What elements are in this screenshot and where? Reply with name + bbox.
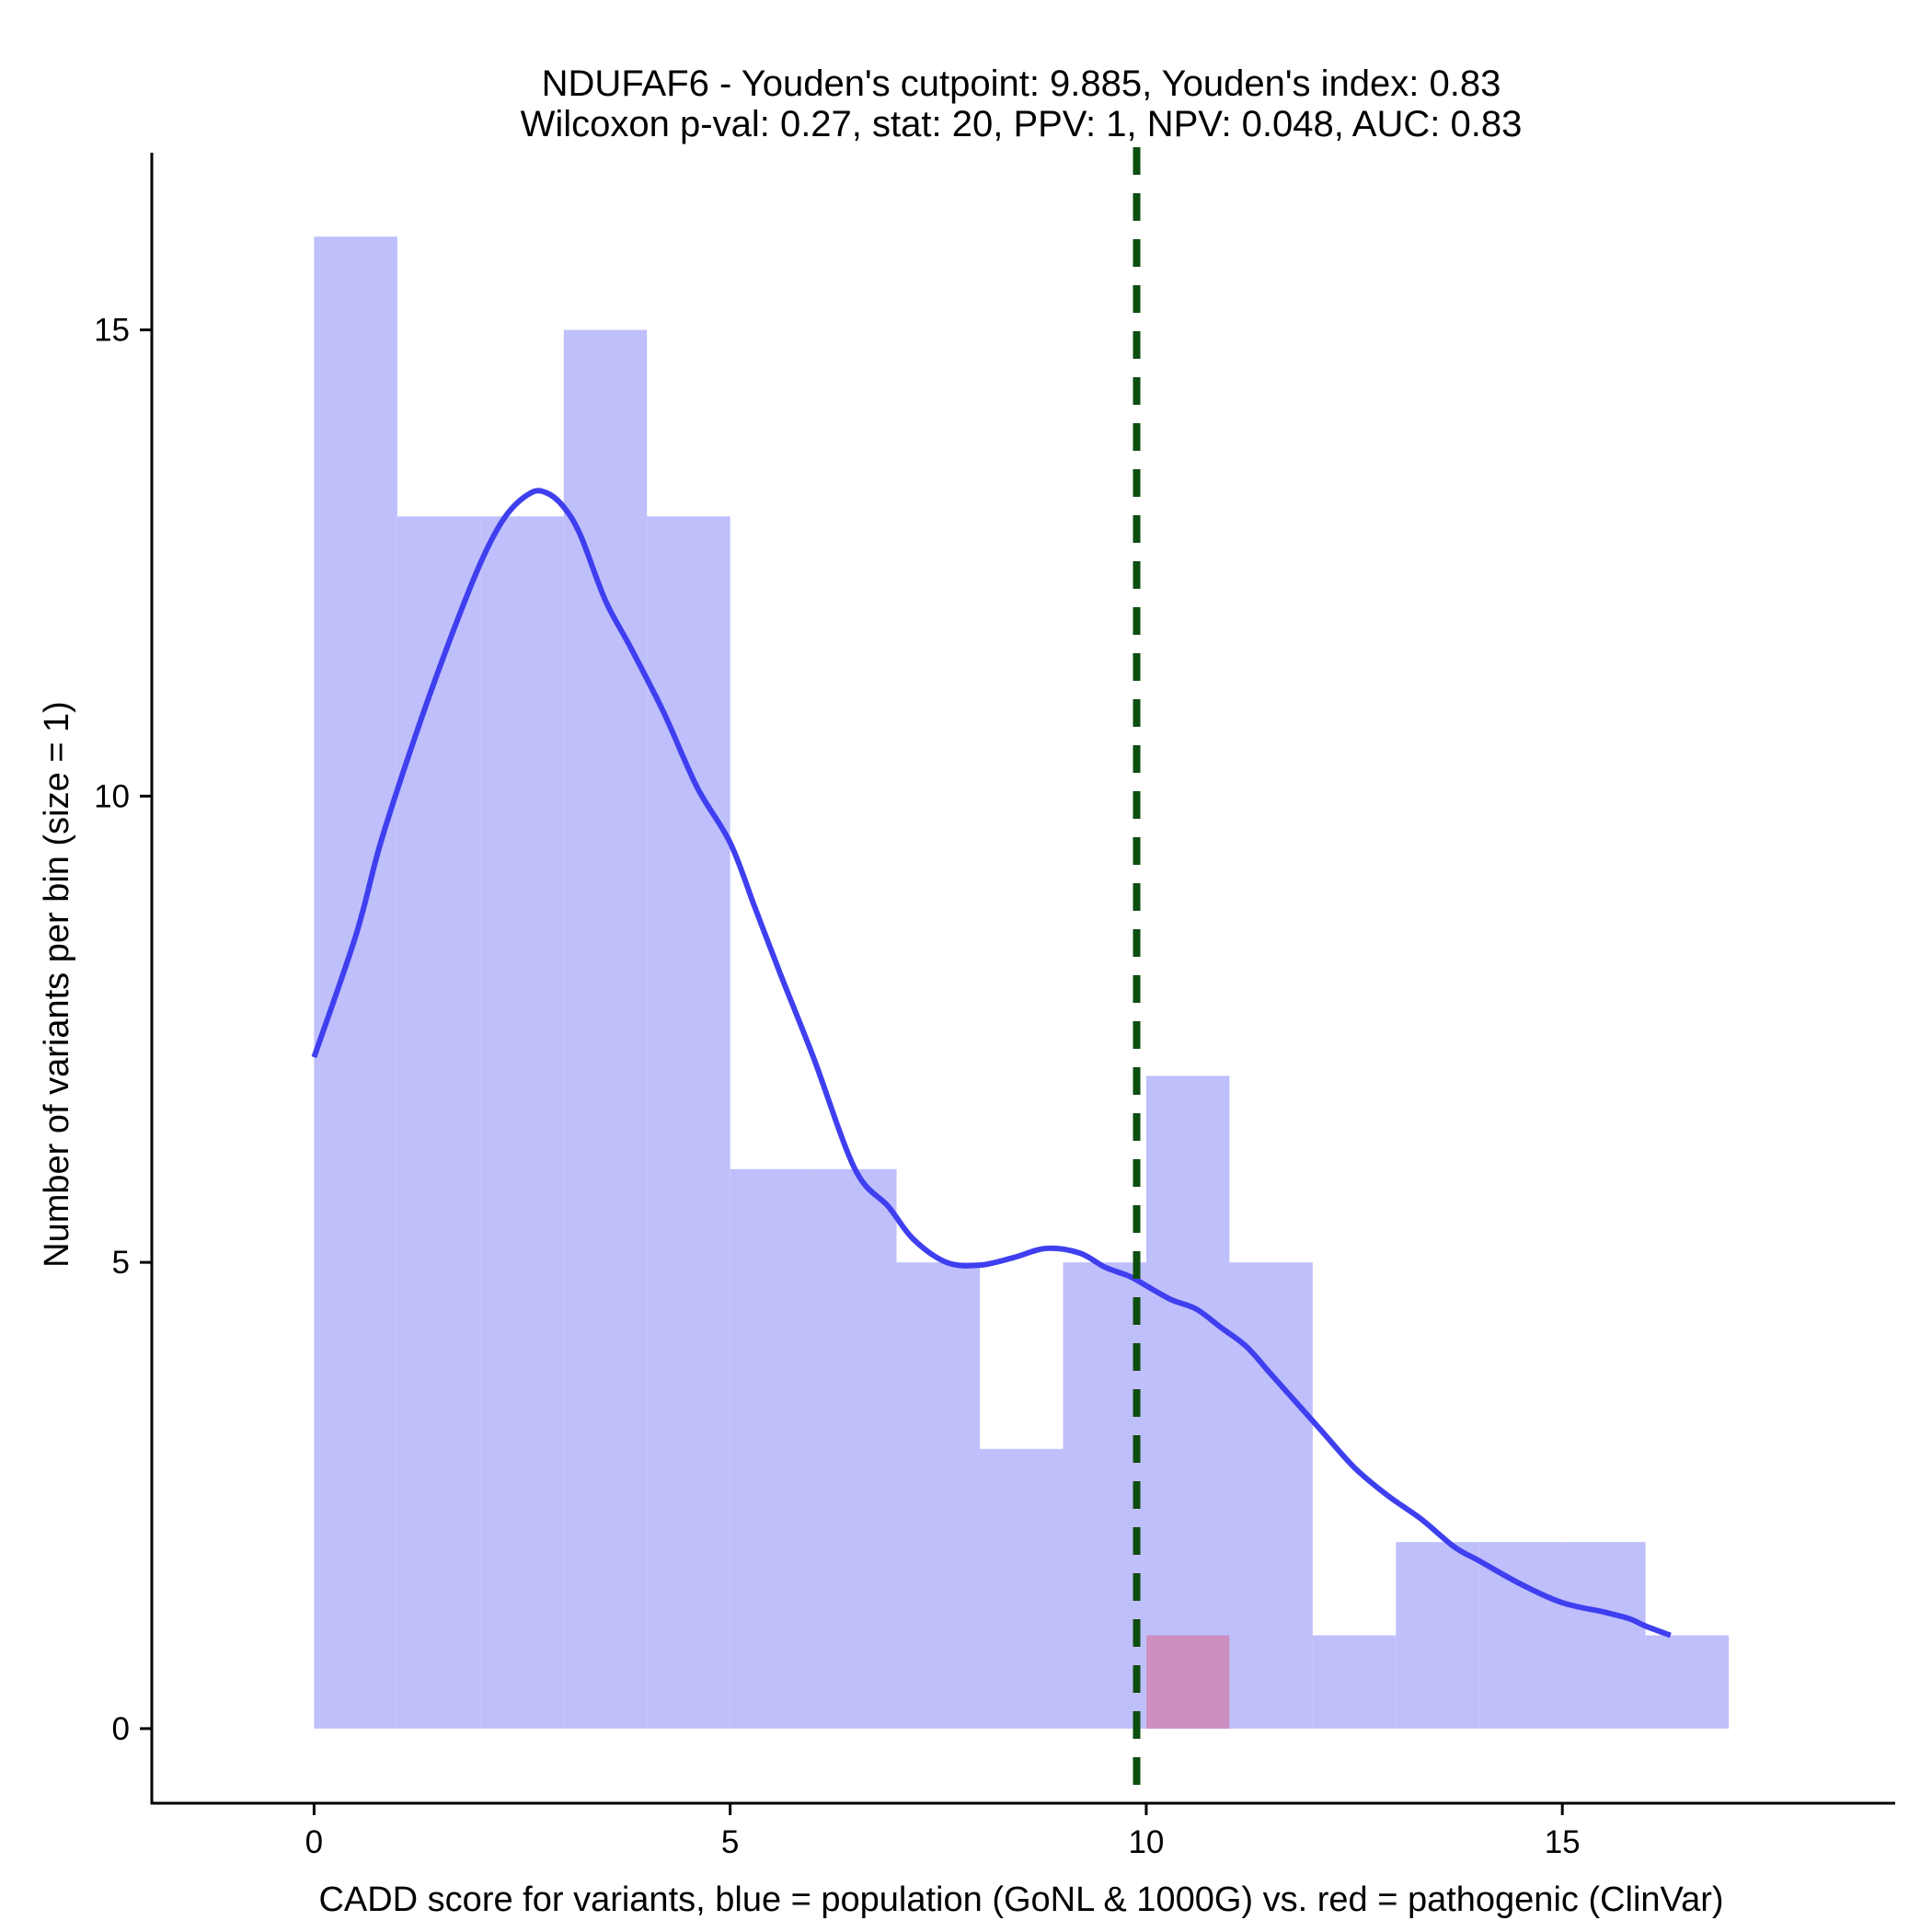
y-tick-label-1: 5 — [112, 1245, 130, 1281]
population-bar-10 — [1145, 1075, 1230, 1729]
population-bar-8 — [980, 1448, 1064, 1729]
x-axis-label: CADD score for variants, blue = populati… — [318, 1880, 1723, 1919]
population-bar-11 — [1229, 1262, 1313, 1729]
chart-title-line1: NDUFAF6 - Youden's cutpoint: 9.885, Youd… — [542, 63, 1501, 104]
population-bar-13 — [1396, 1542, 1479, 1729]
y-tick-label-2: 10 — [94, 778, 130, 814]
y-axis-label: Number of variants per bin (size = 1) — [38, 701, 76, 1268]
population-bar-4 — [647, 516, 730, 1729]
population-bar-15 — [1562, 1542, 1646, 1729]
x-tick-label-0: 0 — [305, 1824, 323, 1860]
population-bar-16 — [1645, 1635, 1730, 1729]
population-bar-9 — [1063, 1262, 1146, 1729]
y-tick-label-0: 0 — [112, 1711, 130, 1747]
population-bar-3 — [563, 329, 648, 1729]
density-curve — [311, 488, 1672, 1639]
x-tick-label-3: 15 — [1545, 1824, 1581, 1860]
x-tick-label-2: 10 — [1128, 1824, 1164, 1860]
y-axis-ticks: 0 5 10 15 — [94, 313, 152, 1747]
population-bar-6 — [813, 1168, 897, 1729]
chart-title-line2: Wilcoxon p-val: 0.27, stat: 20, PPV: 1, … — [521, 104, 1523, 144]
population-bars — [314, 236, 1730, 1729]
population-bar-5 — [730, 1168, 814, 1729]
x-axis-ticks: 0 5 10 15 — [305, 1803, 1581, 1860]
population-bar-0 — [314, 236, 397, 1729]
y-tick-label-3: 15 — [94, 313, 130, 349]
x-tick-label-1: 5 — [721, 1824, 739, 1860]
population-bar-2 — [480, 516, 564, 1729]
population-bar-1 — [397, 516, 481, 1729]
population-bar-7 — [896, 1262, 981, 1729]
pathogenic-bar-0 — [1145, 1635, 1230, 1729]
pathogenic-bars — [1145, 1635, 1230, 1729]
population-bar-14 — [1478, 1542, 1563, 1729]
population-bar-12 — [1312, 1635, 1397, 1729]
